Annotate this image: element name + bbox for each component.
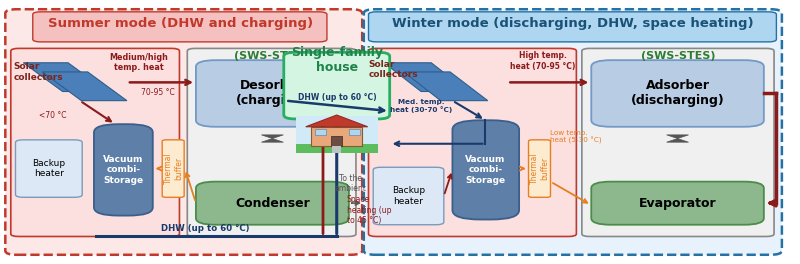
FancyBboxPatch shape (331, 136, 342, 146)
FancyBboxPatch shape (11, 48, 179, 237)
Text: Space
heating (up
to 45 °C): Space heating (up to 45 °C) (346, 195, 391, 225)
FancyBboxPatch shape (453, 120, 519, 219)
FancyBboxPatch shape (315, 129, 326, 135)
FancyBboxPatch shape (162, 140, 184, 197)
Polygon shape (306, 115, 368, 127)
FancyBboxPatch shape (529, 140, 550, 197)
Text: Vacuum
combi-
Storage: Vacuum combi- Storage (103, 155, 143, 185)
Polygon shape (295, 144, 378, 153)
FancyBboxPatch shape (33, 12, 327, 42)
FancyBboxPatch shape (374, 167, 444, 225)
Text: Solar
collectors: Solar collectors (369, 60, 418, 79)
FancyBboxPatch shape (591, 182, 764, 225)
Text: 70-95 °C: 70-95 °C (142, 88, 175, 97)
Text: Thermal
buffer: Thermal buffer (163, 153, 183, 184)
FancyBboxPatch shape (333, 146, 341, 153)
FancyBboxPatch shape (311, 127, 362, 146)
Text: Medium/high
temp. heat: Medium/high temp. heat (110, 53, 168, 72)
Polygon shape (23, 63, 107, 92)
FancyBboxPatch shape (6, 9, 362, 255)
FancyBboxPatch shape (196, 60, 349, 127)
Text: High temp.
heat (70-95 °C): High temp. heat (70-95 °C) (510, 51, 575, 70)
FancyBboxPatch shape (15, 140, 82, 197)
Text: Evaporator: Evaporator (638, 197, 716, 210)
Text: Solar
collectors: Solar collectors (13, 62, 62, 82)
Text: Desorber
(charging): Desorber (charging) (236, 79, 309, 107)
Text: Single-family
house: Single-family house (290, 46, 382, 74)
Polygon shape (295, 116, 378, 153)
FancyBboxPatch shape (187, 48, 356, 237)
Polygon shape (666, 135, 689, 139)
Text: (SWS-STES): (SWS-STES) (234, 51, 309, 61)
FancyBboxPatch shape (369, 48, 576, 237)
Text: <70 °C: <70 °C (38, 111, 66, 120)
Text: Low temp.
heat (5-30 °C): Low temp. heat (5-30 °C) (550, 130, 602, 144)
Text: Adsorber
(discharging): Adsorber (discharging) (630, 79, 725, 107)
Polygon shape (666, 139, 689, 142)
FancyBboxPatch shape (369, 12, 777, 42)
FancyBboxPatch shape (196, 182, 349, 225)
FancyBboxPatch shape (582, 48, 774, 237)
Text: DHW (up to 60 °C): DHW (up to 60 °C) (298, 93, 377, 102)
FancyBboxPatch shape (284, 52, 390, 119)
Text: Backup
heater: Backup heater (392, 186, 425, 206)
Text: Thermal
buffer: Thermal buffer (530, 153, 550, 184)
Text: DHW (up to 60 °C): DHW (up to 60 °C) (161, 224, 250, 233)
Text: Backup
heater: Backup heater (32, 159, 66, 178)
Text: (SWS-STES): (SWS-STES) (641, 51, 715, 61)
Polygon shape (404, 72, 488, 101)
Polygon shape (42, 72, 127, 101)
FancyBboxPatch shape (349, 129, 360, 135)
Polygon shape (262, 135, 283, 139)
Text: Summer mode (DHW and charging): Summer mode (DHW and charging) (48, 17, 313, 30)
Text: Winter mode (discharging, DHW, space heating): Winter mode (discharging, DHW, space hea… (393, 17, 754, 30)
FancyBboxPatch shape (94, 124, 153, 216)
Polygon shape (384, 63, 468, 92)
Text: To the
ambient: To the ambient (334, 174, 366, 194)
Text: Condenser: Condenser (235, 197, 310, 210)
FancyBboxPatch shape (364, 9, 782, 255)
Polygon shape (262, 139, 283, 142)
Text: Med. temp.
heat (30-70 °C): Med. temp. heat (30-70 °C) (390, 99, 452, 113)
FancyBboxPatch shape (591, 60, 764, 127)
Text: Vacuum
combi-
Storage: Vacuum combi- Storage (465, 155, 506, 185)
